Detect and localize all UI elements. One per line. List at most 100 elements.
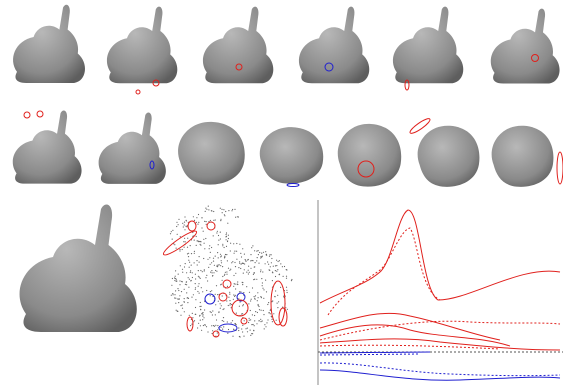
point (183, 246, 185, 248)
curve (319, 320, 561, 341)
point (240, 267, 242, 270)
point (234, 266, 237, 268)
point (251, 324, 253, 326)
point (198, 283, 200, 285)
point (235, 272, 237, 274)
point (271, 280, 273, 282)
point (239, 261, 241, 263)
point (186, 246, 189, 248)
point (189, 245, 191, 247)
point (205, 207, 207, 209)
point (227, 267, 230, 269)
point (260, 269, 262, 271)
point (215, 324, 217, 326)
point (217, 257, 219, 259)
point (220, 256, 222, 258)
bunny (98, 112, 166, 184)
point (269, 269, 271, 271)
feature (409, 118, 431, 134)
point (204, 220, 206, 222)
point (214, 314, 216, 316)
point (263, 297, 265, 299)
point (254, 295, 257, 297)
point (236, 250, 238, 252)
point (180, 305, 182, 307)
point (256, 260, 258, 262)
point (185, 219, 187, 221)
point (236, 242, 238, 245)
point (227, 237, 229, 240)
point (232, 261, 234, 263)
point (175, 270, 177, 272)
point (175, 297, 177, 299)
point (202, 315, 204, 317)
point (186, 284, 188, 286)
point (181, 248, 183, 251)
point (220, 265, 222, 267)
point (193, 320, 196, 322)
point (205, 237, 207, 240)
point (232, 335, 234, 337)
point (176, 221, 178, 223)
point (204, 309, 206, 311)
point (211, 270, 213, 272)
point (228, 210, 230, 212)
point (206, 289, 208, 292)
point (248, 265, 250, 267)
point (261, 285, 263, 287)
point (213, 210, 215, 213)
point (250, 319, 252, 321)
point (220, 326, 222, 328)
point (276, 259, 278, 261)
point (184, 237, 186, 239)
point (181, 280, 183, 283)
point (225, 239, 227, 241)
point (267, 303, 269, 306)
point (256, 300, 258, 302)
point (174, 294, 176, 296)
point (215, 319, 218, 321)
point (277, 294, 279, 296)
point (195, 235, 197, 238)
feature (231, 299, 249, 317)
point (263, 289, 265, 291)
point (268, 312, 270, 314)
point (254, 262, 256, 264)
point (274, 295, 276, 298)
point (212, 235, 214, 237)
point (257, 254, 259, 256)
point (199, 240, 201, 243)
point (230, 242, 232, 244)
point (210, 271, 212, 273)
point (211, 325, 213, 327)
point (188, 266, 190, 268)
point (211, 290, 213, 292)
feature (152, 79, 160, 87)
point (197, 285, 199, 287)
point (231, 320, 234, 322)
point (191, 272, 193, 274)
point (179, 295, 181, 297)
point (254, 297, 256, 299)
point (176, 225, 178, 228)
point (254, 278, 256, 280)
point (200, 287, 202, 289)
point (199, 243, 201, 245)
point (224, 253, 227, 256)
point (217, 329, 219, 331)
point (227, 222, 229, 224)
point (222, 275, 224, 278)
point (205, 277, 207, 279)
point (240, 263, 242, 265)
point (197, 270, 199, 272)
point (209, 291, 211, 293)
point (186, 253, 189, 255)
point (256, 257, 258, 259)
point (268, 302, 270, 304)
point (280, 263, 282, 265)
point (186, 292, 188, 294)
point (191, 323, 193, 325)
point (235, 324, 237, 326)
point (267, 261, 269, 263)
point (256, 311, 258, 314)
